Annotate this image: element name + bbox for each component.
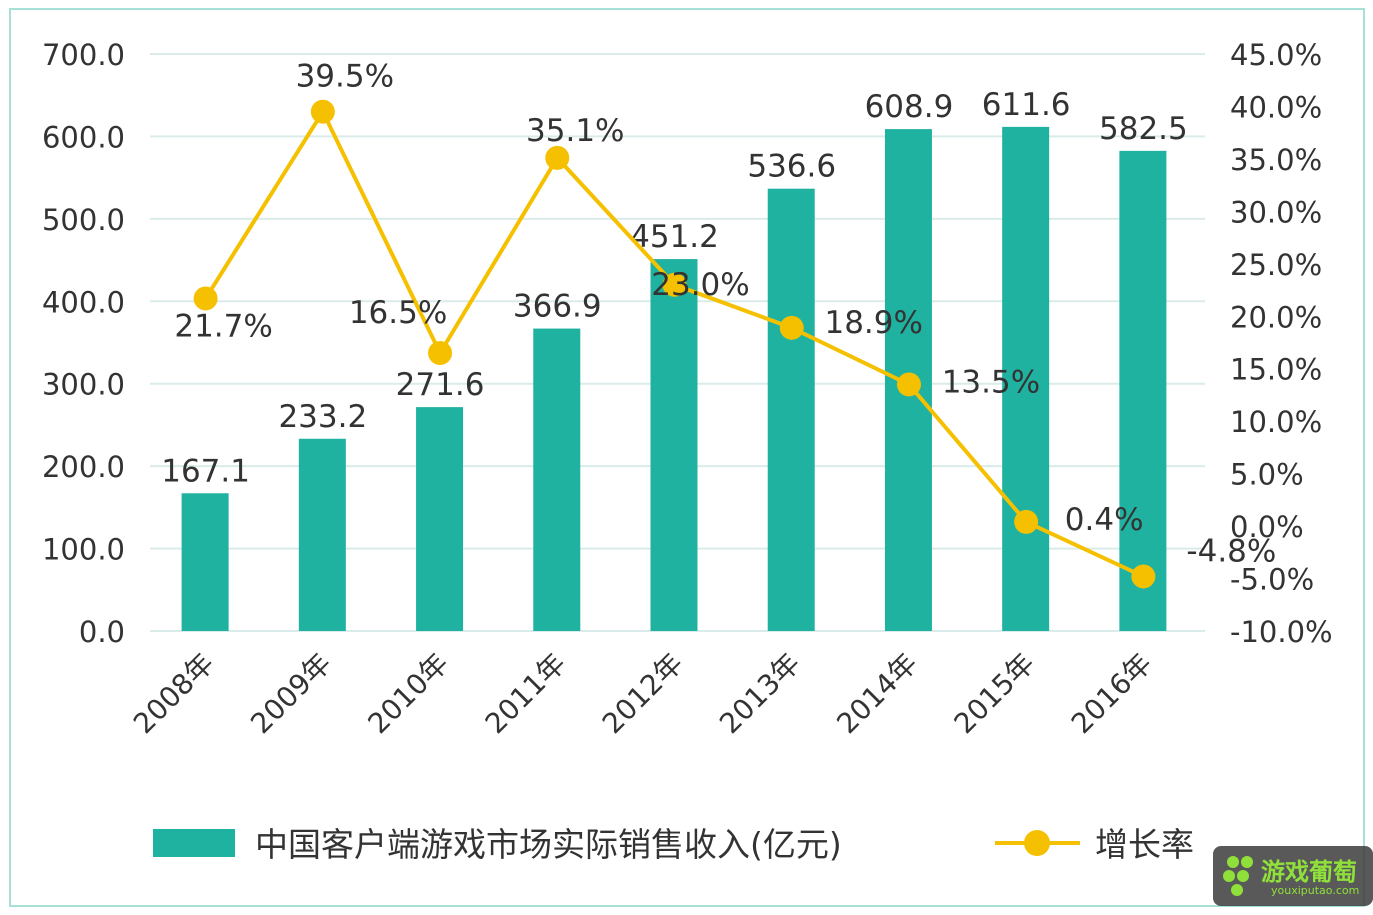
y-left-tick-label: 300.0 xyxy=(42,368,125,402)
line-data-label: 21.7% xyxy=(174,308,272,344)
line-point xyxy=(428,340,453,365)
watermark-logo-text: 游戏葡萄 xyxy=(1261,858,1357,886)
line-point xyxy=(896,372,921,397)
bar xyxy=(1119,150,1167,631)
y-right-tick-label: 0.0% xyxy=(1230,510,1304,544)
x-tick-label: 2012年 xyxy=(596,647,690,741)
bar-data-label: 167.1 xyxy=(161,453,250,489)
y-right-tick-label: -10.0% xyxy=(1230,615,1333,649)
bar-data-label: 611.6 xyxy=(982,87,1071,123)
y-left-tick-label: 600.0 xyxy=(42,120,125,154)
line-data-label: 18.9% xyxy=(824,305,922,341)
y-right-tick-label: 35.0% xyxy=(1230,143,1322,177)
y-right-tick-label: 5.0% xyxy=(1230,458,1304,492)
x-tick-label: 2016年 xyxy=(1065,647,1159,741)
bar xyxy=(767,188,815,631)
x-tick-label: 2013年 xyxy=(713,647,807,741)
bar xyxy=(298,438,346,631)
x-tick-label: 2015年 xyxy=(948,647,1042,741)
line-data-label: 0.4% xyxy=(1065,502,1144,538)
bar xyxy=(650,259,698,631)
y-right-tick-label: 40.0% xyxy=(1230,90,1322,124)
y-right-tick-label: 25.0% xyxy=(1230,248,1322,282)
legend-bar-swatch xyxy=(153,829,235,857)
bar-data-label: 608.9 xyxy=(865,89,954,125)
bar-data-label: 536.6 xyxy=(747,149,836,185)
y-right-tick-label: 15.0% xyxy=(1230,353,1322,387)
y-left-tick-label: 200.0 xyxy=(42,450,125,484)
x-tick-label: 2014年 xyxy=(830,647,924,741)
y-right-tick-label: 20.0% xyxy=(1230,300,1322,334)
y-right-tick-label: 10.0% xyxy=(1230,405,1322,439)
x-tick-label: 2010年 xyxy=(361,647,455,741)
bar xyxy=(416,407,464,631)
x-tick-label: 2011年 xyxy=(479,647,573,741)
bar-data-label: 366.9 xyxy=(513,289,602,325)
chart-frame xyxy=(9,8,1365,907)
x-tick-label: 2009年 xyxy=(244,647,338,741)
x-tick-label: 2008年 xyxy=(127,647,221,741)
line-data-label: 39.5% xyxy=(296,59,394,95)
line-point xyxy=(1131,564,1156,589)
bar-data-label: 451.2 xyxy=(630,219,719,255)
line-point xyxy=(1014,509,1039,534)
y-left-tick-label: 400.0 xyxy=(42,285,125,319)
line-point xyxy=(545,145,570,170)
y-left-tick-label: 500.0 xyxy=(42,203,125,237)
y-left-tick-label: 100.0 xyxy=(42,533,125,567)
watermark-url: youxiputao.com xyxy=(1271,884,1360,897)
bar xyxy=(181,493,229,631)
line-data-label: 16.5% xyxy=(349,295,447,331)
bar-data-label: 582.5 xyxy=(1099,111,1188,147)
legend-line-label: 增长率 xyxy=(1095,825,1194,864)
legend-bar-label: 中国客户端游戏市场实际销售收入(亿元) xyxy=(255,825,842,864)
line-data-label: 13.5% xyxy=(942,364,1040,400)
bar-data-label: 233.2 xyxy=(278,399,367,435)
y-right-tick-label: -5.0% xyxy=(1230,563,1314,597)
line-point xyxy=(779,315,804,340)
y-left-tick-label: 700.0 xyxy=(42,38,125,72)
y-left-tick-label: 0.0 xyxy=(79,615,125,649)
bar-data-label: 271.6 xyxy=(396,367,485,403)
line-data-label: 23.0% xyxy=(651,267,749,303)
line-data-label: 35.1% xyxy=(526,113,624,149)
watermark: 游戏葡萄 youxiputao.com xyxy=(1213,846,1373,906)
line-data-label: -4.8% xyxy=(1186,533,1276,569)
line-point xyxy=(193,286,218,311)
y-right-tick-label: 45.0% xyxy=(1230,38,1322,72)
bar xyxy=(533,328,581,631)
line-point xyxy=(662,272,687,297)
legend-line-marker xyxy=(1024,830,1050,856)
y-right-tick-label: 30.0% xyxy=(1230,195,1322,229)
bar xyxy=(1002,126,1050,632)
line-point xyxy=(310,99,335,124)
